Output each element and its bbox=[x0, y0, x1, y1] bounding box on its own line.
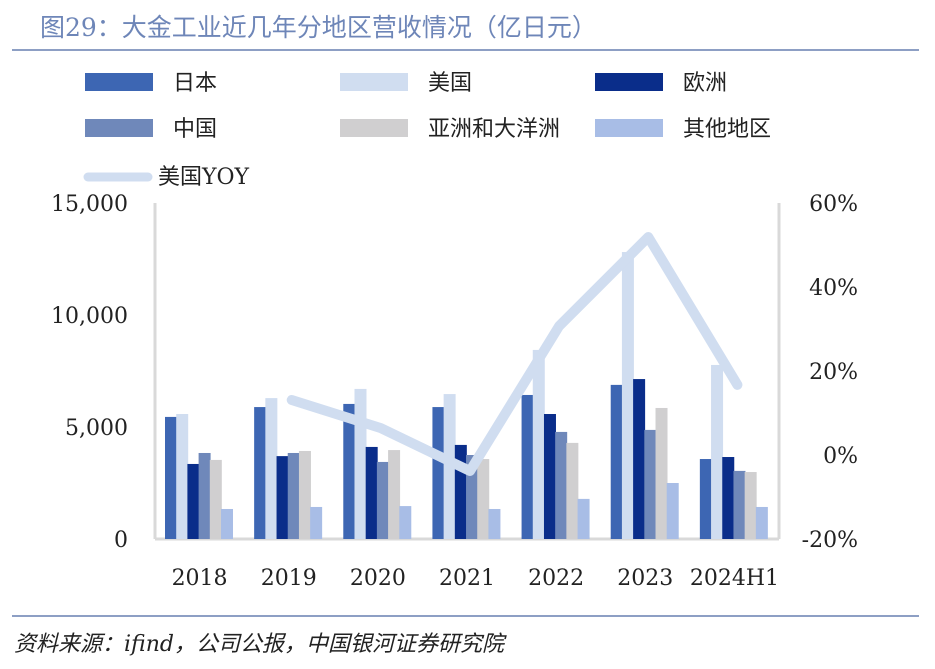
bar-欧洲 bbox=[722, 457, 735, 539]
left-tick-label: 15,000 bbox=[51, 192, 128, 217]
bar-其他地区 bbox=[666, 483, 679, 539]
bar-中国 bbox=[198, 452, 211, 539]
legend-swatch bbox=[595, 119, 663, 137]
bar-亚洲和大洋洲 bbox=[477, 459, 490, 539]
right-tick-label: 60% bbox=[809, 192, 858, 217]
bar-其他地区 bbox=[399, 506, 412, 539]
bar-美国 bbox=[621, 252, 634, 539]
legend-label: 其他地区 bbox=[683, 117, 771, 142]
bar-欧洲 bbox=[543, 414, 556, 539]
bar-欧洲 bbox=[365, 446, 378, 539]
x-tick-label: 2019 bbox=[261, 566, 317, 591]
bar-美国 bbox=[265, 398, 278, 539]
bar-其他地区 bbox=[488, 508, 501, 539]
bar-中国 bbox=[733, 470, 746, 539]
bar-日本 bbox=[343, 403, 356, 539]
bar-欧洲 bbox=[187, 463, 200, 539]
legend-swatch bbox=[85, 119, 153, 137]
right-tick-label: 20% bbox=[809, 360, 858, 385]
bar-美国 bbox=[532, 349, 545, 539]
left-tick-label: 5,000 bbox=[65, 416, 128, 441]
bottom-divider bbox=[12, 615, 919, 617]
bar-美国 bbox=[176, 414, 189, 539]
x-tick-label: 2023 bbox=[617, 566, 673, 591]
left-tick-label: 10,000 bbox=[51, 304, 128, 329]
bar-日本 bbox=[254, 407, 267, 539]
right-tick-label: -20% bbox=[802, 528, 858, 553]
bar-其他地区 bbox=[577, 498, 590, 539]
x-tick-label: 2024H1 bbox=[690, 566, 779, 591]
bar-亚洲和大洋洲 bbox=[209, 459, 222, 539]
bar-美国 bbox=[354, 388, 367, 539]
bar-其他地区 bbox=[221, 508, 233, 539]
bar-日本 bbox=[699, 459, 712, 539]
right-tick-label: 0% bbox=[823, 444, 858, 469]
source-note: 资料来源：ifind，公司公报，中国银河证券研究院 bbox=[14, 632, 504, 657]
bar-日本 bbox=[521, 394, 534, 539]
legend-label: 美国YOY bbox=[158, 165, 250, 190]
bar-中国 bbox=[287, 452, 300, 539]
bar-美国 bbox=[711, 364, 724, 539]
right-tick-label: 40% bbox=[809, 276, 858, 301]
legend-label: 日本 bbox=[173, 71, 217, 96]
legend-label: 美国 bbox=[428, 71, 472, 96]
top-divider bbox=[12, 49, 919, 51]
bar-中国 bbox=[376, 461, 389, 539]
left-tick-label: 0 bbox=[114, 528, 128, 553]
bar-欧洲 bbox=[276, 456, 289, 539]
bar-亚洲和大洋洲 bbox=[655, 407, 668, 539]
legend-label: 欧洲 bbox=[683, 71, 727, 96]
bar-中国 bbox=[644, 429, 657, 539]
bar-亚洲和大洋洲 bbox=[566, 442, 579, 539]
chart-title: 图29：大金工业近几年分地区营收情况（亿日元） bbox=[40, 13, 597, 42]
legend-swatch bbox=[340, 119, 408, 137]
bar-其他地区 bbox=[755, 506, 768, 539]
chart: 0 5,000 10,000 15,000 -20% 0% 20% 40% 60% 2018 201… bbox=[51, 71, 858, 591]
bar-中国 bbox=[466, 455, 479, 539]
legend-swatch bbox=[340, 73, 408, 91]
x-tick-label: 2020 bbox=[350, 566, 406, 591]
bar-亚洲和大洋洲 bbox=[744, 472, 757, 539]
bar-日本 bbox=[432, 407, 445, 539]
bar-日本 bbox=[165, 416, 177, 539]
x-tick-label: 2018 bbox=[172, 566, 228, 591]
bar-中国 bbox=[555, 431, 568, 539]
line-us-yoy bbox=[286, 232, 743, 476]
x-tick-label: 2022 bbox=[528, 566, 584, 591]
legend-swatch bbox=[85, 73, 153, 91]
legend-label: 中国 bbox=[173, 117, 217, 142]
bar-日本 bbox=[610, 384, 623, 539]
bar-其他地区 bbox=[310, 506, 323, 539]
legend-swatch bbox=[595, 73, 663, 91]
legend-label: 亚洲和大洋洲 bbox=[428, 117, 560, 142]
bar-亚洲和大洋洲 bbox=[388, 450, 401, 539]
bar-欧洲 bbox=[633, 379, 646, 539]
x-tick-label: 2021 bbox=[439, 566, 495, 591]
bar-亚洲和大洋洲 bbox=[298, 450, 311, 539]
